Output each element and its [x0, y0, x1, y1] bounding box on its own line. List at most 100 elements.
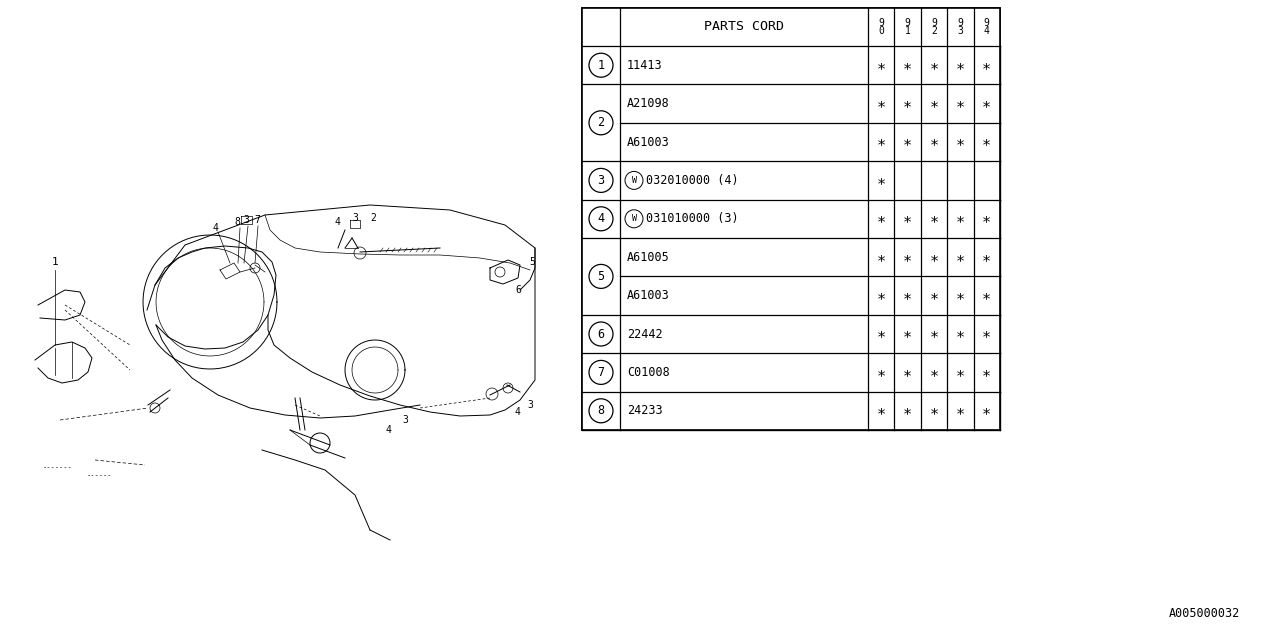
Text: ∗: ∗ — [877, 403, 886, 419]
Text: 5: 5 — [529, 257, 535, 267]
Text: 5: 5 — [598, 270, 604, 283]
Text: 6: 6 — [598, 328, 604, 340]
Text: ∗: ∗ — [983, 365, 991, 380]
Text: ∗: ∗ — [904, 58, 911, 72]
Text: ∗: ∗ — [902, 403, 913, 419]
Text: 3: 3 — [243, 215, 248, 225]
Text: 7: 7 — [598, 366, 604, 379]
Text: ∗: ∗ — [956, 96, 965, 111]
Text: C01008: C01008 — [626, 366, 668, 379]
Text: ∗: ∗ — [904, 212, 911, 226]
Text: 24233: 24233 — [627, 404, 663, 417]
Text: ∗: ∗ — [983, 97, 991, 111]
Text: ∗: ∗ — [902, 250, 913, 265]
Text: ∗: ∗ — [929, 135, 938, 149]
Text: ∗: ∗ — [956, 289, 965, 303]
Text: A61005: A61005 — [627, 251, 669, 264]
Text: PARTS CORD: PARTS CORD — [707, 20, 782, 33]
Text: 4: 4 — [515, 407, 520, 417]
Text: 9
3: 9 3 — [957, 17, 964, 36]
Text: ∗: ∗ — [877, 365, 886, 380]
Text: 3: 3 — [527, 400, 532, 410]
Text: ∗: ∗ — [929, 365, 938, 380]
Text: ∗: ∗ — [904, 327, 911, 341]
Text: ∗: ∗ — [877, 97, 886, 111]
Text: ∗: ∗ — [983, 135, 991, 149]
Text: 4: 4 — [334, 217, 340, 227]
Text: 5: 5 — [598, 271, 604, 282]
Text: 9
4: 9 4 — [984, 17, 989, 36]
Text: ∗: ∗ — [904, 365, 911, 380]
Text: ∗: ∗ — [983, 404, 991, 418]
Text: ∗: ∗ — [877, 173, 886, 188]
Text: ∗: ∗ — [902, 288, 913, 303]
Text: ∗: ∗ — [956, 404, 965, 418]
Text: ∗: ∗ — [983, 327, 991, 341]
Text: ∗: ∗ — [904, 404, 911, 418]
Text: ∗: ∗ — [929, 211, 938, 227]
Text: ∗: ∗ — [956, 250, 965, 264]
Text: ∗: ∗ — [956, 365, 965, 380]
Text: ∗: ∗ — [982, 403, 992, 419]
Text: A21098: A21098 — [627, 97, 669, 110]
Text: ∗: ∗ — [956, 326, 965, 342]
Text: ∗: ∗ — [929, 97, 938, 111]
Text: ∗: ∗ — [983, 289, 991, 303]
Text: ∗: ∗ — [956, 327, 965, 341]
Text: ∗: ∗ — [956, 212, 965, 226]
Text: ∗: ∗ — [902, 365, 913, 380]
Text: 1: 1 — [51, 257, 59, 267]
Text: ∗: ∗ — [982, 288, 992, 303]
Text: ∗: ∗ — [929, 365, 938, 380]
Text: A61003: A61003 — [626, 136, 668, 148]
Text: ∗: ∗ — [983, 58, 991, 72]
Text: 24233: 24233 — [626, 404, 662, 417]
Text: ∗: ∗ — [877, 173, 886, 188]
Text: ∗: ∗ — [929, 58, 938, 72]
Text: 4: 4 — [598, 214, 604, 224]
Text: ∗: ∗ — [877, 250, 886, 265]
Text: ∗: ∗ — [902, 58, 913, 73]
Text: 9
0: 9 0 — [878, 17, 884, 36]
Text: ∗: ∗ — [929, 250, 938, 264]
Text: ∗: ∗ — [956, 365, 965, 380]
Text: W: W — [631, 214, 636, 223]
Text: ∗: ∗ — [929, 96, 938, 111]
Text: ∗: ∗ — [956, 58, 965, 72]
Text: 9
0: 9 0 — [878, 17, 884, 36]
Text: ∗: ∗ — [929, 327, 938, 341]
Text: ∗: ∗ — [877, 326, 886, 342]
Text: 2: 2 — [598, 118, 604, 128]
Text: A61005: A61005 — [626, 251, 668, 264]
Text: ∗: ∗ — [929, 404, 938, 418]
Text: 11413: 11413 — [627, 59, 663, 72]
Text: 031010000 (3): 031010000 (3) — [646, 212, 739, 225]
Text: ∗: ∗ — [982, 134, 992, 150]
Text: A61003: A61003 — [627, 136, 669, 148]
Text: ∗: ∗ — [929, 326, 938, 342]
Text: W: W — [631, 214, 636, 223]
Text: ∗: ∗ — [877, 289, 886, 303]
Text: W: W — [631, 176, 636, 185]
Text: ∗: ∗ — [904, 289, 911, 303]
Text: 8: 8 — [598, 404, 604, 417]
Text: ∗: ∗ — [929, 134, 938, 150]
Text: ∗: ∗ — [904, 250, 911, 264]
Text: ∗: ∗ — [877, 365, 886, 380]
Text: 3: 3 — [598, 174, 604, 187]
Text: W: W — [631, 176, 636, 185]
Text: 3: 3 — [598, 175, 604, 186]
Text: ∗: ∗ — [877, 404, 886, 418]
Text: ∗: ∗ — [956, 58, 965, 73]
Text: ∗: ∗ — [929, 250, 938, 265]
Text: ∗: ∗ — [904, 135, 911, 149]
Text: 9
3: 9 3 — [957, 17, 964, 36]
Text: 032010000 (4): 032010000 (4) — [646, 174, 739, 187]
Text: ∗: ∗ — [877, 250, 886, 264]
Text: ∗: ∗ — [983, 250, 991, 264]
Text: ∗: ∗ — [983, 212, 991, 226]
Text: 3: 3 — [352, 213, 358, 223]
Text: 4: 4 — [212, 223, 218, 233]
Text: ∗: ∗ — [929, 403, 938, 419]
Text: PARTS CORD: PARTS CORD — [704, 20, 783, 33]
